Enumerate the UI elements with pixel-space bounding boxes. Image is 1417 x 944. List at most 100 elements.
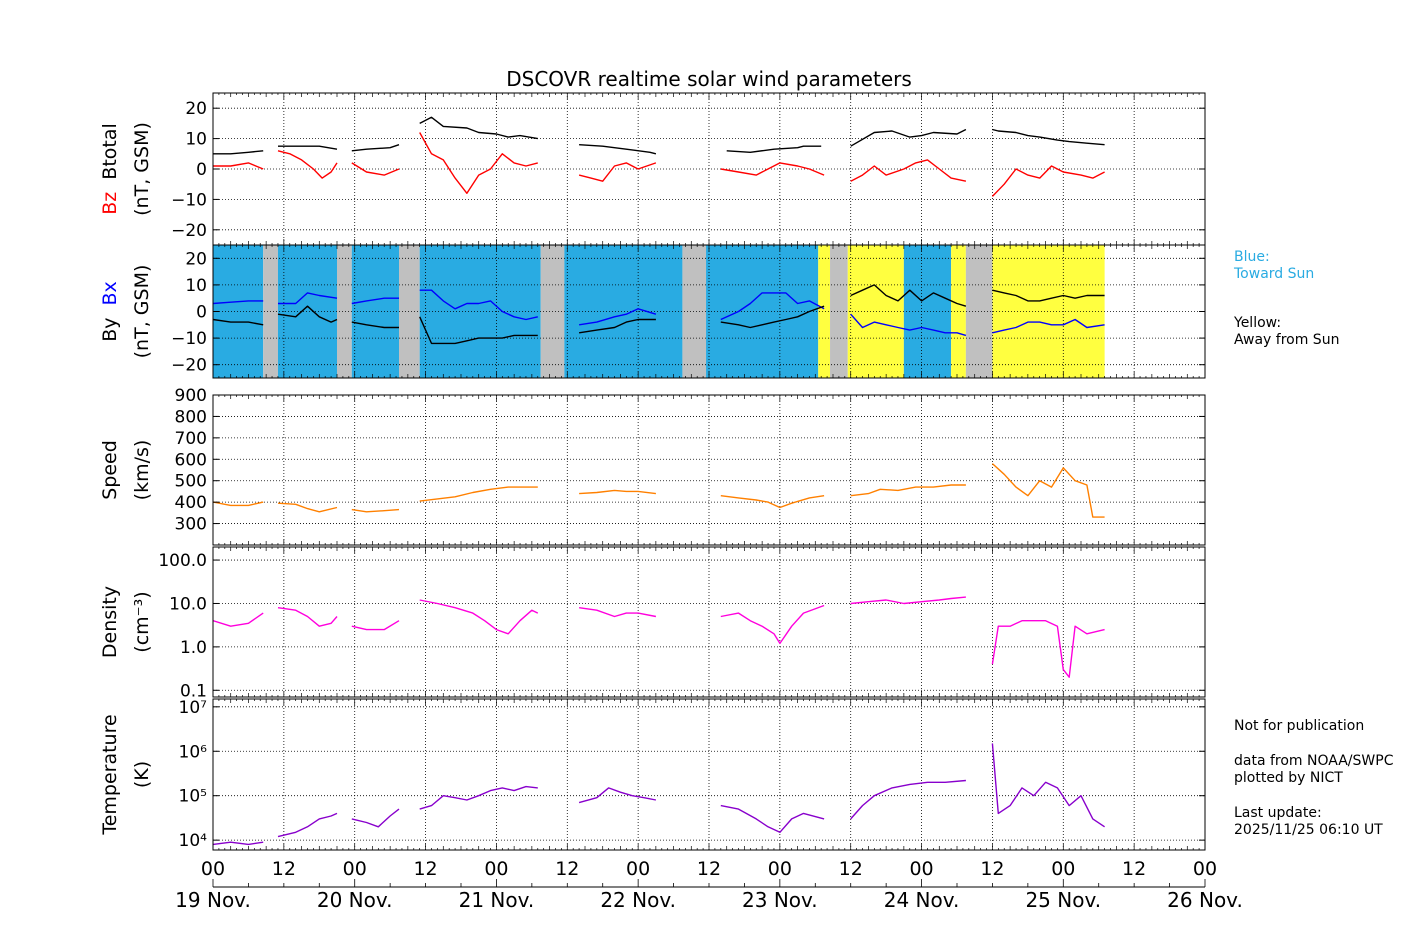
y-tick-label: 10⁷ (179, 698, 208, 718)
date-label: 21 Nov. (459, 888, 535, 912)
gridlines (213, 395, 1205, 545)
series-group (213, 596, 1105, 678)
y-axis-title-part: Density (99, 586, 121, 658)
sector-gap (830, 245, 848, 378)
last-update-value: 2025/11/25 06:10 UT (1234, 822, 1383, 838)
x-tick-label: 00 (909, 858, 933, 880)
y-tick-label: 0.1 (180, 681, 207, 701)
y-tick-label: 300 (175, 515, 207, 535)
gridlines (213, 245, 1205, 378)
date-label: 26 Nov. (1167, 888, 1243, 912)
y-tick-label: 20 (185, 99, 207, 119)
chart-panels: −20 −10 0 10 20 Bz Btotal (nT, GSM) −20 −10 0 10 20… (99, 92, 1206, 851)
sector-gap (337, 245, 352, 378)
date-label: 22 Nov. (600, 888, 676, 912)
y-tick-label: 1.0 (180, 638, 207, 658)
last-update-label: Last update: (1234, 805, 1322, 821)
series-group (213, 743, 1105, 846)
date-label: 23 Nov. (742, 888, 818, 912)
x-tick-label: 00 (484, 858, 508, 880)
y-tick-label: 0 (196, 160, 207, 180)
sector-away (951, 245, 966, 378)
y-axis-unit: (cm⁻³) (131, 591, 153, 652)
sector-legend: Blue: Toward Sun Yellow: Away from Sun (1233, 249, 1339, 348)
sector-toward (213, 245, 264, 378)
y-tick-label: 10 (185, 276, 207, 296)
panel-density: 0.1 1.0 10.0 100.0 Density (cm⁻³) (99, 546, 1206, 701)
gridlines (213, 93, 1205, 245)
x-tick-label: 00 (201, 858, 225, 880)
series-group (213, 284, 1105, 345)
sector-toward (564, 245, 683, 378)
y-tick-label: 0 (196, 303, 207, 323)
sector-toward (277, 245, 337, 378)
series-speed (213, 463, 1105, 518)
y-tick-label: 10 (185, 130, 207, 150)
y-axis-unit: (nT, GSM) (131, 265, 153, 359)
sector-gap (682, 245, 707, 378)
away-legend-text: Away from Sun (1234, 332, 1339, 348)
x-tick-label: 12 (1122, 858, 1146, 880)
y-axis-unit: (K) (131, 761, 153, 788)
series-density (213, 596, 1105, 678)
y-tick-label: 500 (175, 472, 207, 492)
y-tick-label: 700 (175, 429, 207, 449)
series-group (213, 463, 1105, 518)
y-axis-title-part: Speed (99, 440, 121, 500)
sector-shading (213, 245, 1105, 378)
x-tick-label: 12 (272, 858, 296, 880)
gridlines (213, 547, 1205, 697)
y-axis-title: Density (99, 586, 121, 658)
y-tick-label: 900 (175, 386, 207, 406)
y-tick-label: 100.0 (158, 551, 207, 571)
y-axis-title: Bz Btotal (99, 123, 121, 215)
series-btotal (213, 116, 1105, 155)
x-tick-label: 00 (343, 858, 367, 880)
y-tick-label: 600 (175, 450, 207, 470)
y-tick-label: 20 (185, 249, 207, 269)
plot-notes: Not for publication data from NOAA/SWPC … (1234, 718, 1394, 838)
y-axis-title-part: Bx (99, 281, 121, 311)
x-tick-label: 00 (768, 858, 792, 880)
y-tick-label: −20 (171, 221, 207, 241)
panel-bxby: −20 −10 0 10 20 By Bx (nT, GSM) (99, 244, 1206, 379)
sector-away (992, 245, 1105, 378)
y-tick-label: −10 (171, 329, 207, 349)
date-label: 19 Nov. (175, 888, 251, 912)
y-tick-label: 10.0 (169, 594, 207, 614)
x-tick-label: 12 (413, 858, 437, 880)
y-axis-title-part: Btotal (99, 123, 121, 186)
series-group (213, 116, 1105, 197)
panel-temperature: 10⁴ 10⁵ 10⁶ 10⁷ Temperature (K) (99, 698, 1206, 851)
y-tick-label: 400 (175, 493, 207, 513)
away-legend-title: Yellow: (1233, 315, 1281, 331)
sector-away (847, 245, 904, 378)
x-tick-label: 12 (697, 858, 721, 880)
time-axis: 00 12 00 12 00 12 00 12 00 12 00 12 00 12 00 19 Nov. 20 … (175, 858, 1243, 912)
y-tick-label: −10 (171, 190, 207, 210)
x-tick-label: 00 (626, 858, 650, 880)
y-tick-label: 10⁶ (179, 742, 208, 762)
gridlines (213, 699, 1205, 850)
sector-gap (399, 245, 420, 378)
x-tick-label: 12 (980, 858, 1004, 880)
y-tick-label: 800 (175, 407, 207, 427)
series-temperature (213, 743, 1105, 846)
y-tick-label: −20 (171, 356, 207, 376)
y-tick-label: 10⁵ (179, 787, 207, 807)
sector-away (818, 245, 831, 378)
y-axis-unit: (nT, GSM) (131, 122, 153, 216)
x-tick-label: 12 (839, 858, 863, 880)
y-axis-title-part: Temperature (99, 714, 121, 835)
y-axis-title-part: Bz (99, 192, 121, 215)
toward-legend-text: Toward Sun (1233, 266, 1314, 282)
y-axis-title: By Bx (99, 281, 121, 342)
panel-mag: −20 −10 0 10 20 Bz Btotal (nT, GSM) (99, 92, 1206, 246)
x-tick-label: 00 (1051, 858, 1075, 880)
date-label: 24 Nov. (884, 888, 960, 912)
x-tick-label: 12 (555, 858, 579, 880)
y-axis-title: Temperature (99, 714, 121, 835)
x-tick-label: 00 (1193, 858, 1217, 880)
